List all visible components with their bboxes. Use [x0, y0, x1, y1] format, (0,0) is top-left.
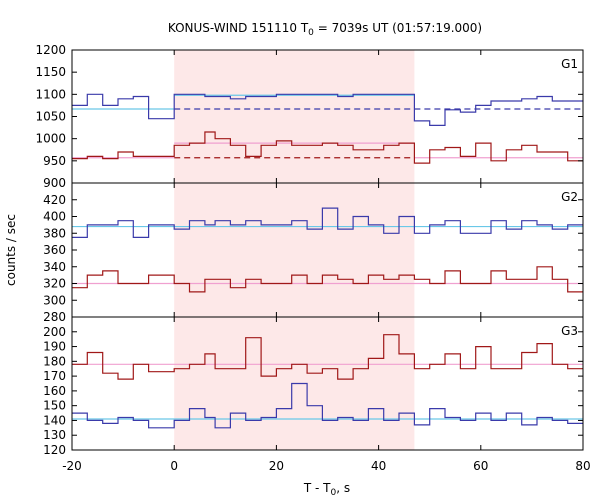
y-tick-label: 900	[43, 176, 66, 190]
x-tick-label: 60	[473, 459, 488, 473]
y-tick-label: 120	[43, 443, 66, 457]
x-tick-label: 80	[575, 459, 590, 473]
y-tick-label: 340	[43, 260, 66, 274]
panel-g1: 900 950 1000 1050 1100 1150 1200 G1	[35, 43, 584, 190]
panel-g2: 280 300 320 340 360 380 400 420 G2	[43, 182, 584, 324]
chart-title: KONUS-WIND 151110 T0 = 7039s UT (01:57:1…	[168, 21, 482, 38]
y-tick-label: 1000	[35, 132, 66, 146]
y-tick-label: 400	[43, 210, 66, 224]
y-tick-label: 150	[43, 399, 66, 413]
y-tick-label: 950	[43, 154, 66, 168]
y-tick-label: 140	[43, 413, 66, 427]
y-tick-label: 160	[43, 384, 66, 398]
x-tick-label: 0	[170, 459, 178, 473]
shaded-interval	[174, 50, 415, 450]
y-tick-label: 380	[43, 226, 66, 240]
y-tick-label: 420	[43, 193, 66, 207]
y-tick-label: 1050	[35, 110, 66, 124]
y-tick-label: 190	[43, 340, 66, 354]
panel-label: G2	[561, 190, 578, 204]
light-curve-blue-g2	[72, 207, 583, 238]
x-tick-label: 20	[269, 459, 284, 473]
x-tick-label: 40	[371, 459, 386, 473]
x-axis-label: T - T0, s	[303, 481, 350, 498]
y-tick-label: 300	[43, 293, 66, 307]
y-axis-label: counts / sec	[4, 214, 18, 286]
y-tick-label: 320	[43, 277, 66, 291]
panel-frame	[71, 316, 584, 451]
y-tick-label: 1200	[35, 43, 66, 57]
y-tick-label: 180	[43, 354, 66, 368]
y-tick-label: 200	[43, 325, 66, 339]
light-curve-red-g3	[72, 334, 583, 380]
panel-label: G3	[561, 324, 578, 338]
light-curve-blue-g1	[72, 93, 583, 126]
panel-label: G1	[561, 57, 578, 71]
y-tick-label: 1100	[35, 87, 66, 101]
y-tick-label: 130	[43, 428, 66, 442]
x-tick-label: -20	[62, 459, 82, 473]
light-curve-blue-g3	[72, 382, 583, 429]
y-tick-label: 360	[43, 243, 66, 257]
y-tick-label: 170	[43, 369, 66, 383]
y-tick-label: 1150	[35, 65, 66, 79]
light-curve-red-g2	[72, 266, 583, 293]
light-curve-red-g1	[72, 131, 583, 164]
y-tick-label: 280	[43, 310, 66, 324]
